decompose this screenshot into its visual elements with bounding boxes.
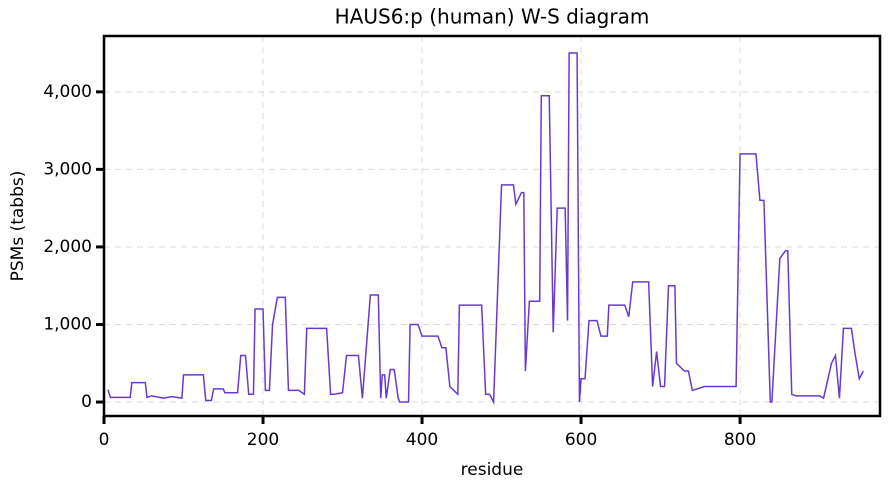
plot-frame — [102, 34, 882, 418]
y-axis-label: PSMs (tabbs) — [8, 171, 28, 282]
y-tick-label: 2,000 — [43, 237, 92, 257]
chart-title: HAUS6:p (human) W-S diagram — [335, 5, 650, 29]
y-tick-label: 0 — [81, 392, 92, 412]
data-line — [107, 52, 864, 405]
y-tick-label: 4,000 — [43, 82, 92, 102]
x-tick-label: 400 — [406, 430, 438, 450]
x-tick-label: 200 — [247, 430, 279, 450]
y-tick-label: 3,000 — [43, 159, 92, 179]
x-axis-label: residue — [461, 460, 524, 480]
x-tick-label: 600 — [565, 430, 597, 450]
y-tick-label: 1,000 — [43, 314, 92, 334]
x-tick-label: 0 — [99, 430, 110, 450]
x-tick-label: 800 — [724, 430, 756, 450]
